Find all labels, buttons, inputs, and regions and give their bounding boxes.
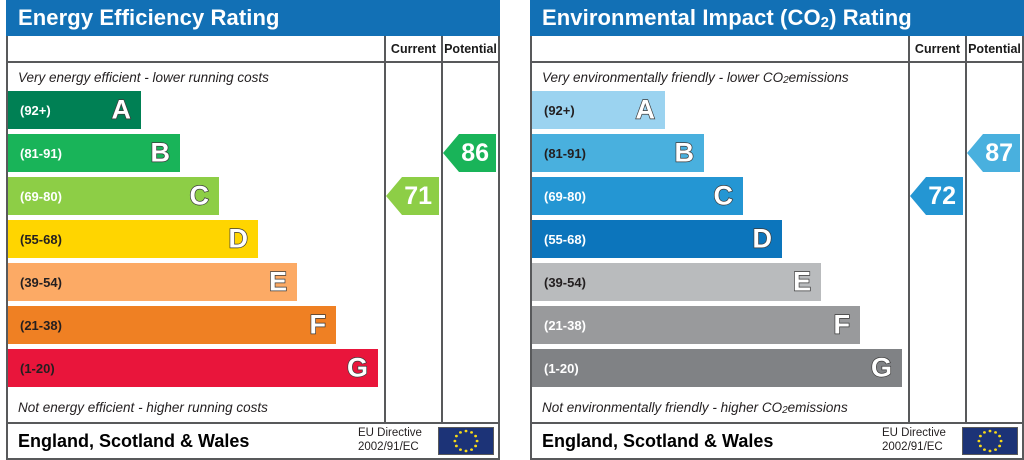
band-e: (39-54) E [532,263,821,301]
band-d: (55-68) D [532,220,782,258]
potential-rating-column: 87 [965,63,1022,422]
band-letter-a: A [635,94,656,125]
footer-region-label: England, Scotland & Wales [18,430,250,451]
band-range-label: (92+) [544,102,575,118]
chart-footer: England, Scotland & Wales EU Directive 200… [6,424,500,460]
band-letter-f: F [309,309,327,340]
chart-footer: England, Scotland & Wales EU Directive 200… [530,424,1024,460]
column-header-current: Current [384,36,441,61]
current-rating-arrow: 71 [386,177,439,215]
band-letter-e: E [268,266,287,297]
column-header-potential: Potential [965,36,1022,61]
header-spacer [532,36,908,61]
band-range-label: (1-20) [20,360,55,376]
caption-top: Very energy efficient - lower running co… [18,69,269,85]
band-bars: (92+) A (81-91) B (69-80) C (55-68) D (39-54) E (2… [8,91,384,393]
band-c: (69-80) C [532,177,743,215]
band-letter-e: E [792,266,811,297]
band-range-label: (1-20) [544,360,579,376]
footer-directive-label: EU Directive 2002/91/EC [358,424,438,458]
band-range-label: (55-68) [20,231,62,247]
bands-column: Very energy efficient - lower running co… [8,63,384,422]
potential-rating-value: 87 [985,138,1013,167]
band-g: (1-20) G [8,349,378,387]
band-range-label: (55-68) [544,231,586,247]
band-letter-b: B [150,137,171,168]
band-bars: (92+) A (81-91) B (69-80) C (55-68) D (39-54) E (2… [532,91,908,393]
band-letter-g: G [870,352,892,383]
band-range-label: (69-80) [544,188,586,204]
caption-bottom: Not environmentally friendly - higher CO… [542,400,848,416]
band-letter-a: A [111,94,132,125]
band-d: (55-68) D [8,220,258,258]
chart-title: Energy Efficiency Rating [6,0,500,36]
column-header-potential: Potential [441,36,498,61]
band-c: (69-80) C [8,177,219,215]
co2-subscript: 2 [783,74,789,86]
caption-bottom: Not energy efficient - higher running co… [18,400,268,415]
co2-subscript: 2 [820,13,830,31]
band-b: (81-91) B [8,134,180,172]
current-rating-arrow: 72 [910,177,963,215]
footer-directive-label: EU Directive 2002/91/EC [882,424,962,458]
current-rating-value: 71 [404,181,432,210]
band-range-label: (81-91) [20,145,62,161]
chart-frame: Current Potential Very environmentally fri… [530,36,1024,424]
potential-rating-arrow: 87 [967,134,1020,172]
current-rating-value: 72 [928,181,956,210]
band-f: (21-38) F [8,306,336,344]
band-letter-c: C [189,180,210,211]
potential-rating-column: 86 [441,63,498,422]
band-letter-d: D [752,223,773,254]
band-range-label: (81-91) [544,145,586,161]
header-spacer [8,36,384,61]
band-a: (92+) A [532,91,665,129]
energy-efficiency-chart: Energy Efficiency Rating Current Potential… [6,0,500,460]
band-b: (81-91) B [532,134,704,172]
band-letter-d: D [228,223,249,254]
column-header-row: Current Potential [532,36,1022,63]
column-header-row: Current Potential [8,36,498,63]
caption-top: Very environmentally friendly - lower CO… [542,69,849,86]
current-rating-column: 71 [384,63,441,422]
chart-title: Environmental Impact (CO 2) Rating [530,0,1024,36]
band-f: (21-38) F [532,306,860,344]
eu-flag-icon [962,427,1018,455]
co2-subscript: 2 [782,405,788,416]
band-letter-c: C [713,180,734,211]
band-range-label: (39-54) [544,274,586,290]
directive-line-1: EU Directive [882,427,946,440]
environmental-impact-chart: Environmental Impact (CO 2) Rating Current… [530,0,1024,460]
column-header-current: Current [908,36,965,61]
band-range-label: (21-38) [544,317,586,333]
band-range-label: (21-38) [20,317,62,333]
potential-rating-value: 86 [461,138,489,167]
band-g: (1-20) G [532,349,902,387]
directive-line-2: 2002/91/EC [882,441,943,453]
band-range-label: (39-54) [20,274,62,290]
bands-column: Very environmentally friendly - lower CO… [532,63,908,422]
band-letter-g: G [346,352,368,383]
band-letter-b: B [674,137,695,168]
band-range-label: (92+) [20,102,51,118]
chart-body: Very environmentally friendly - lower CO… [532,63,1022,422]
directive-line-1: EU Directive [358,427,422,440]
band-letter-f: F [833,309,851,340]
chart-frame: Current Potential Very energy efficient - … [6,36,500,424]
potential-rating-arrow: 86 [443,134,496,172]
current-rating-column: 72 [908,63,965,422]
directive-line-2: 2002/91/EC [358,441,419,453]
chart-body: Very energy efficient - lower running co… [8,63,498,422]
band-range-label: (69-80) [20,188,62,204]
eu-flag-icon [438,427,494,455]
band-a: (92+) A [8,91,141,129]
footer-region-label: England, Scotland & Wales [542,430,774,451]
band-e: (39-54) E [8,263,297,301]
